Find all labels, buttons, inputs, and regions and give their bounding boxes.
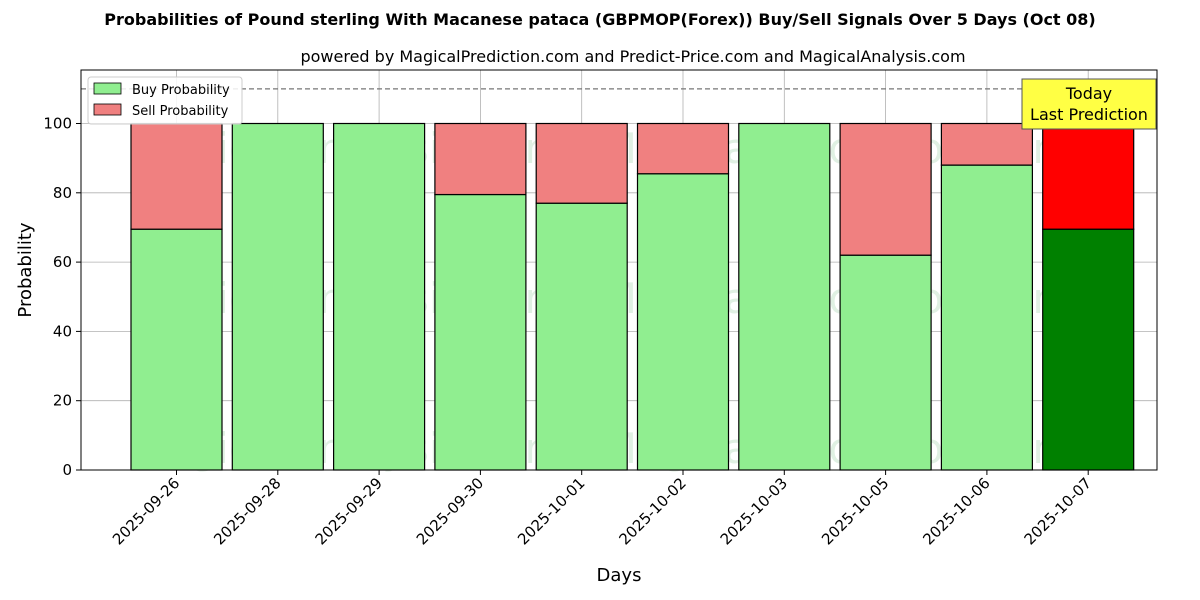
sell-bar: [130, 122, 223, 230]
today-annotation: Today Last Prediction: [1021, 78, 1157, 130]
x-tick-label: 2025-10-03: [717, 474, 791, 548]
y-tick-label: 0: [62, 461, 72, 479]
y-tick-label: 100: [43, 115, 72, 133]
legend-label-buy: Buy Probability: [132, 83, 230, 98]
x-tick-label: 2025-09-29: [312, 474, 386, 548]
buy-bar: [839, 254, 932, 471]
x-tick-label: 2025-10-02: [615, 474, 689, 548]
buy-bar: [738, 122, 831, 471]
buy-bar: [940, 164, 1034, 471]
y-tick-label: 60: [53, 253, 72, 271]
x-axis-label: Days: [597, 565, 642, 586]
x-tick-label: 2025-10-05: [818, 474, 892, 548]
y-axis-label: Probability: [15, 222, 36, 317]
sell-bar: [636, 122, 730, 175]
sell-bar: [434, 122, 527, 196]
today-annotation-line2: Last Prediction: [1030, 105, 1148, 124]
legend: Buy Probability Sell Probability: [87, 76, 243, 125]
x-tick-label: 2025-09-28: [210, 474, 284, 548]
buy-bar: [130, 228, 223, 471]
bars: [130, 122, 1135, 471]
today-annotation-box: [1021, 78, 1157, 130]
buy-bar: [434, 193, 527, 471]
x-axis-ticks: 2025-09-26 2025-09-28 2025-09-29 2025-09-30…: [109, 470, 1095, 548]
legend-label-sell: Sell Probability: [132, 104, 229, 119]
buy-bar: [333, 122, 426, 471]
buy-bar: [231, 122, 324, 471]
y-axis-ticks: 0 20 40 60 80 100: [43, 115, 81, 479]
y-tick-label: 80: [53, 184, 72, 202]
x-tick-label: 2025-09-30: [413, 474, 487, 548]
legend-swatch-sell: [93, 103, 122, 116]
sell-bar: [940, 122, 1034, 166]
sell-bar: [839, 122, 932, 256]
legend-box: [87, 76, 243, 125]
x-tick-label: 2025-10-01: [514, 474, 588, 548]
chart-title: Probabilities of Pound sterling With Mac…: [104, 10, 1095, 29]
y-tick-label: 40: [53, 322, 72, 340]
x-tick-label: 2025-09-26: [109, 474, 183, 548]
plot-frame: [80, 69, 1158, 471]
buy-bar: [1042, 228, 1135, 471]
x-tick-label: 2025-10-07: [1021, 474, 1095, 548]
buy-bar: [535, 202, 628, 471]
sell-bar: [535, 122, 628, 204]
chart-subtitle: powered by MagicalPrediction.com and Pre…: [300, 47, 965, 66]
y-tick-label: 20: [53, 392, 72, 410]
buy-bar: [636, 173, 730, 471]
legend-swatch-buy: [93, 82, 122, 95]
sell-bar: [1042, 122, 1135, 230]
x-tick-label: 2025-10-06: [919, 474, 993, 548]
today-annotation-line1: Today: [1065, 84, 1112, 103]
